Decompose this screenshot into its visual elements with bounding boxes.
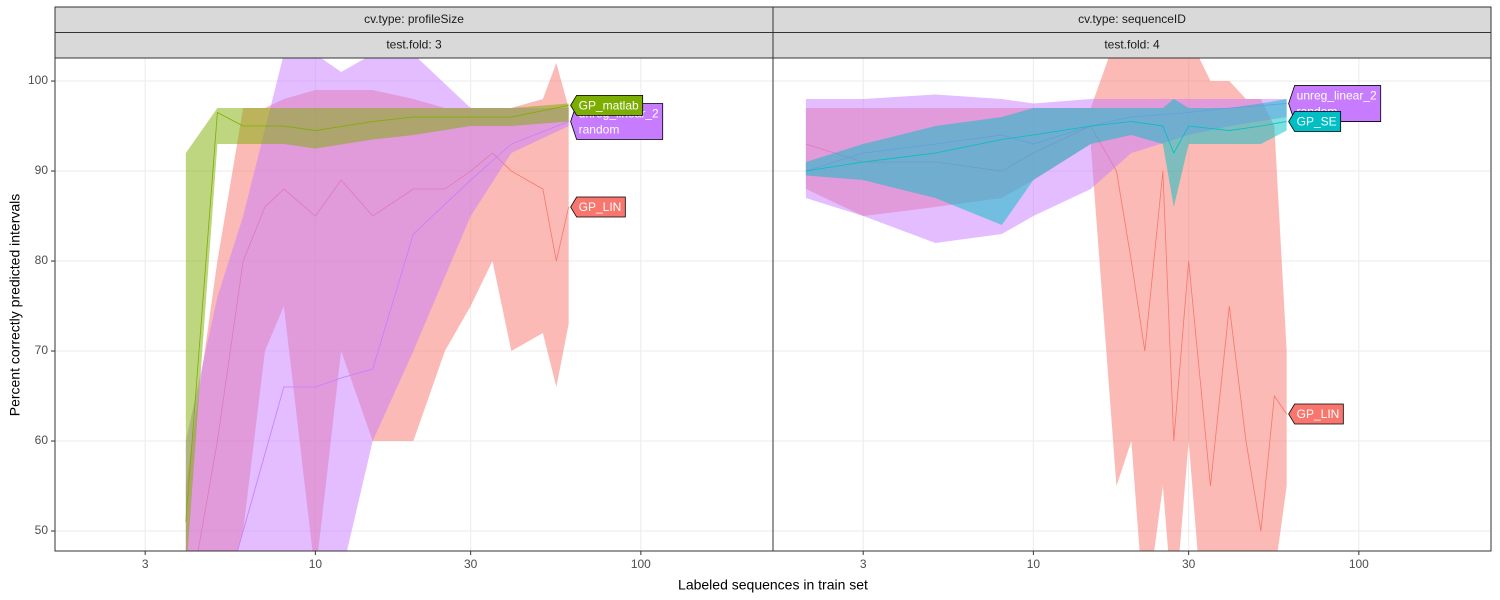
y-tick-label: 50 <box>35 523 49 537</box>
strip-text: cv.type: sequenceID <box>1078 12 1186 26</box>
y-tick-label: 100 <box>28 73 48 87</box>
ribbon <box>185 58 569 551</box>
label-box <box>1288 403 1344 425</box>
strip-text: cv.type: profileSize <box>364 12 464 26</box>
label-text: GP_LIN <box>579 200 622 214</box>
y-tick-label: 80 <box>35 253 49 267</box>
label-text: random <box>579 123 620 137</box>
y-tick-label: 60 <box>35 433 49 447</box>
y-tick-label: 90 <box>35 163 49 177</box>
label-box <box>1288 111 1342 132</box>
series-label: GP_LIN <box>1288 403 1344 425</box>
y-tick-label: 70 <box>35 343 49 357</box>
strip <box>54 6 774 33</box>
x-tick-label: 3 <box>860 557 867 571</box>
series-label: GP_LIN <box>570 196 626 218</box>
ribbon <box>805 99 1287 226</box>
label-text: GP_LIN <box>1297 407 1340 421</box>
x-tick-label: 3 <box>142 557 149 571</box>
x-tick-label: 10 <box>309 557 323 571</box>
x-tick-label: 10 <box>1027 557 1041 571</box>
strip-text: test.fold: 4 <box>1104 38 1160 52</box>
label-text: unreg_linear_2 <box>1297 89 1377 103</box>
label-box <box>570 94 644 116</box>
line <box>805 121 1287 172</box>
x-tick-label: 30 <box>464 557 478 571</box>
label-text: GP_SE <box>1297 115 1337 129</box>
line <box>185 104 569 523</box>
x-tick-label: 100 <box>1349 557 1369 571</box>
series-label: GP_matlab <box>570 94 644 116</box>
plot-area <box>805 58 1287 551</box>
plot-area <box>185 58 570 551</box>
panel-border <box>772 57 1492 552</box>
y-axis-title: Percent correctly predicted intervals <box>7 194 23 417</box>
x-tick-label: 100 <box>631 557 651 571</box>
x-tick-label: 30 <box>1182 557 1196 571</box>
strip <box>772 32 1492 59</box>
x-axis-title: Labeled sequences in train set <box>678 577 868 593</box>
series-label: GP_SE <box>1288 111 1342 132</box>
label-text: GP_matlab <box>579 99 639 113</box>
line <box>237 121 569 551</box>
label-box <box>570 196 626 218</box>
strip-text: test.fold: 3 <box>386 38 442 52</box>
strip <box>54 32 774 59</box>
